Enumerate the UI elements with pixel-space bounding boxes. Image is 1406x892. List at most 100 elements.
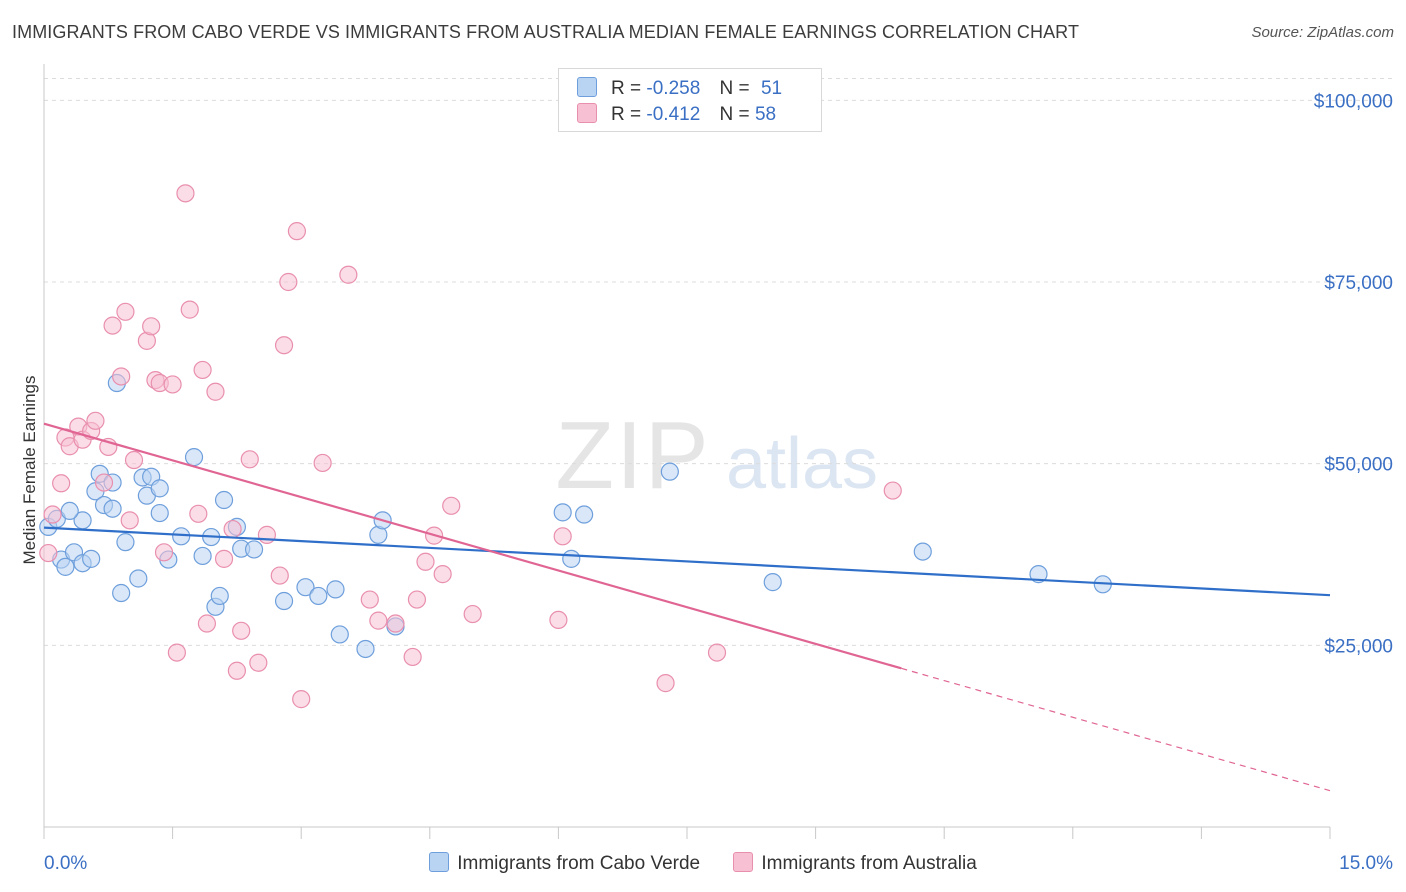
stats-legend: R = -0.258 N = 51 R = -0.412 N = 58 bbox=[558, 68, 822, 132]
point-australia bbox=[270, 566, 289, 585]
point-australia bbox=[227, 661, 246, 680]
point-cabo-verde bbox=[210, 586, 229, 606]
point-cabo-verde bbox=[296, 578, 315, 597]
point-cabo-verde bbox=[172, 527, 191, 546]
point-australia bbox=[257, 525, 277, 544]
point-australia bbox=[240, 450, 259, 469]
point-australia bbox=[249, 653, 268, 672]
trend-lines bbox=[43, 422, 1331, 792]
point-cabo-verde bbox=[1029, 565, 1048, 584]
point-australia bbox=[313, 453, 332, 473]
point-australia bbox=[463, 604, 482, 624]
point-australia bbox=[197, 614, 216, 633]
legend-label-cabo-verde: Immigrants from Cabo Verde bbox=[457, 853, 701, 874]
point-australia bbox=[707, 643, 727, 662]
point-australia bbox=[94, 473, 114, 492]
x-tick-label-max: 15.0% bbox=[1339, 853, 1393, 874]
point-australia bbox=[369, 611, 388, 630]
point-australia bbox=[167, 643, 186, 662]
point-australia bbox=[120, 511, 139, 530]
point-australia bbox=[883, 481, 902, 500]
australia-legend-swatch bbox=[733, 852, 754, 872]
point-cabo-verde bbox=[112, 583, 131, 603]
point-australia bbox=[407, 590, 427, 609]
point-australia bbox=[553, 527, 572, 546]
y-tick-label: $100,000 bbox=[1314, 91, 1393, 112]
chart-title: IMMIGRANTS FROM CABO VERDE VS IMMIGRANTS… bbox=[12, 22, 1080, 42]
point-australia bbox=[433, 565, 452, 584]
point-australia bbox=[154, 543, 174, 562]
point-australia bbox=[223, 519, 242, 539]
watermark-zip: ZIP bbox=[555, 402, 710, 509]
point-cabo-verde bbox=[660, 462, 679, 481]
point-australia bbox=[656, 674, 675, 693]
n-label: N = bbox=[719, 78, 750, 99]
point-australia bbox=[339, 265, 358, 284]
trend-line-cabo-verde bbox=[43, 526, 1331, 597]
source-label: Source: ZipAtlas.com bbox=[1251, 24, 1394, 41]
trend-line-australia-extrapolated bbox=[901, 667, 1331, 792]
point-australia bbox=[43, 505, 62, 524]
point-australia bbox=[360, 590, 379, 609]
point-australia bbox=[403, 647, 422, 667]
trend-line-australia bbox=[43, 422, 902, 670]
point-australia bbox=[142, 317, 161, 336]
point-cabo-verde bbox=[150, 479, 169, 498]
point-cabo-verde bbox=[356, 639, 375, 659]
point-australia bbox=[193, 360, 212, 380]
point-cabo-verde bbox=[575, 505, 594, 524]
x-tick-labels: 0.0% 15.0% bbox=[44, 853, 1393, 874]
r-value-cabo-verde: -0.258 bbox=[646, 78, 701, 99]
r-label: R = bbox=[611, 104, 642, 125]
y-tick-labels: $25,000 $50,000 $75,000 $100,000 bbox=[1314, 91, 1393, 657]
r-label: R = bbox=[611, 78, 642, 99]
point-cabo-verde bbox=[562, 549, 581, 568]
point-australia bbox=[292, 690, 311, 709]
point-cabo-verde bbox=[309, 586, 328, 606]
series-legend: Immigrants from Cabo Verde Immigrants fr… bbox=[0, 852, 1406, 875]
y-tick-label: $50,000 bbox=[1324, 455, 1393, 476]
r-value-australia: -0.412 bbox=[646, 104, 701, 125]
point-australia bbox=[442, 496, 461, 515]
point-cabo-verde bbox=[193, 546, 212, 566]
n-value-cabo-verde: 51 bbox=[760, 78, 783, 99]
australia-swatch bbox=[577, 103, 597, 123]
point-australia bbox=[176, 184, 195, 203]
point-australia bbox=[103, 316, 122, 335]
point-australia bbox=[214, 549, 234, 568]
point-cabo-verde bbox=[244, 540, 264, 559]
watermark: ZIP atlas bbox=[555, 402, 878, 509]
n-value-australia: 58 bbox=[754, 104, 777, 125]
point-cabo-verde bbox=[214, 490, 234, 510]
stats-legend-row-australia: R = -0.412 N = 58 bbox=[577, 103, 776, 125]
point-australia bbox=[189, 504, 208, 523]
y-tick-label: $75,000 bbox=[1324, 273, 1393, 294]
stats-legend-row-cabo-verde: R = -0.258 N = 51 bbox=[577, 77, 782, 99]
y-tick-label: $25,000 bbox=[1324, 636, 1393, 657]
point-cabo-verde bbox=[56, 557, 75, 576]
point-australia bbox=[386, 614, 405, 633]
point-cabo-verde bbox=[103, 499, 122, 518]
point-cabo-verde bbox=[129, 569, 148, 588]
point-australia bbox=[163, 375, 182, 394]
point-australia bbox=[279, 272, 298, 292]
point-australia bbox=[112, 367, 131, 386]
cabo-verde-swatch bbox=[577, 77, 597, 97]
point-australia bbox=[549, 610, 568, 630]
legend-item-cabo-verde: Immigrants from Cabo Verde bbox=[429, 852, 700, 875]
point-cabo-verde bbox=[184, 448, 204, 467]
point-australia bbox=[180, 300, 199, 319]
point-cabo-verde bbox=[82, 549, 101, 568]
point-australia bbox=[232, 621, 251, 640]
point-cabo-verde bbox=[763, 573, 782, 592]
legend-item-australia: Immigrants from Australia bbox=[733, 852, 977, 875]
point-cabo-verde bbox=[553, 503, 572, 522]
series-australia-points bbox=[39, 184, 902, 709]
point-australia bbox=[124, 450, 144, 470]
point-cabo-verde bbox=[150, 503, 169, 523]
point-cabo-verde bbox=[326, 580, 345, 599]
point-australia bbox=[86, 411, 105, 430]
axes bbox=[43, 64, 1331, 839]
point-australia bbox=[287, 222, 307, 241]
